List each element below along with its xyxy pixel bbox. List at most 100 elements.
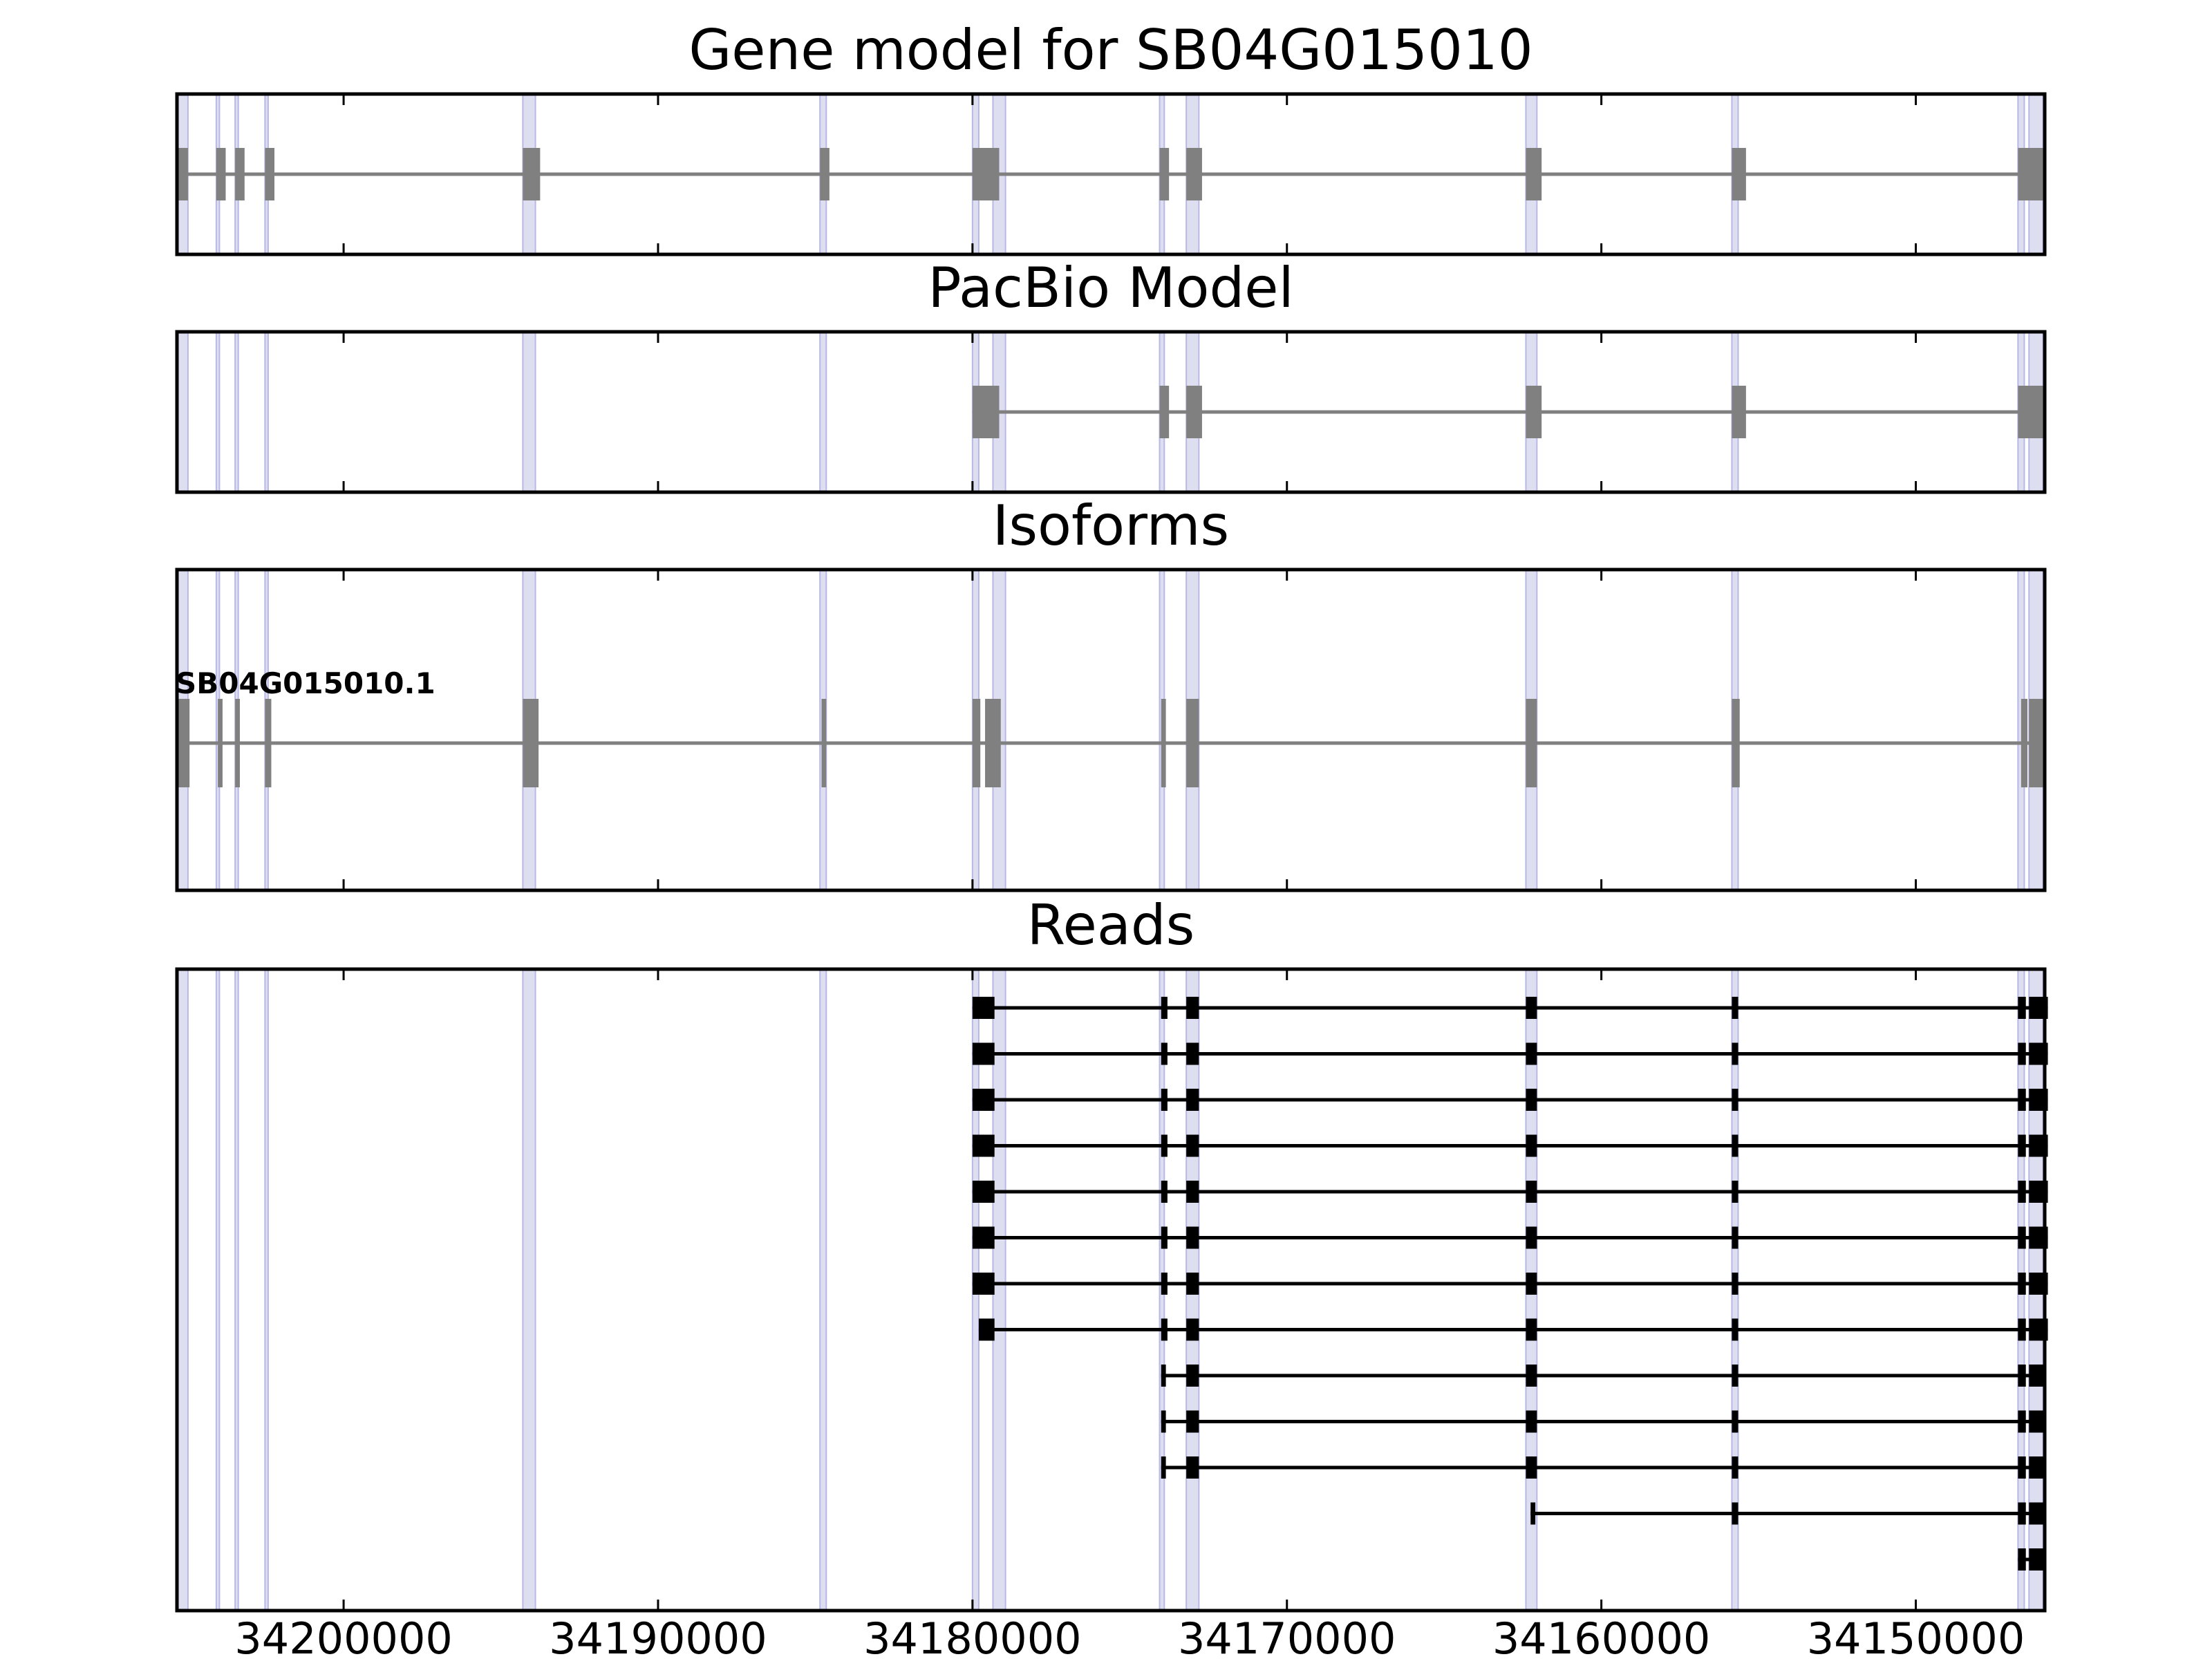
gene-model-exon xyxy=(177,148,188,200)
isoform-exon xyxy=(972,699,981,787)
read-exon xyxy=(1161,1273,1168,1295)
isoform-exon xyxy=(1732,699,1740,787)
junction-shade xyxy=(265,332,268,492)
read-exon xyxy=(1186,1410,1199,1433)
read-exon xyxy=(1526,1226,1537,1249)
gene-model-exon xyxy=(972,148,1000,200)
gene-model-exon xyxy=(1526,148,1542,200)
read-exon xyxy=(1732,1226,1738,1249)
read-exon xyxy=(1732,1273,1738,1295)
gene-model-exon xyxy=(235,148,245,200)
read-exon xyxy=(1161,997,1168,1019)
x-tick-labels: 34200000 34190000 34180000 34170000 34160000… xyxy=(234,1613,2025,1659)
gene-model-exon xyxy=(820,148,830,200)
read-exon xyxy=(2018,1456,2026,1479)
read-exon xyxy=(1161,1134,1168,1157)
read-exon xyxy=(2018,1410,2026,1433)
gene-model-exon xyxy=(523,148,541,200)
read-exon xyxy=(1161,1410,1166,1433)
read-exon xyxy=(1732,1456,1738,1479)
read-exon xyxy=(2029,1502,2045,1525)
junction-shade xyxy=(523,969,536,1611)
x-tick-label: 34180000 xyxy=(863,1613,1082,1659)
read-exon xyxy=(972,1042,995,1065)
read-exon xyxy=(1732,1365,1738,1387)
x-tick-label: 34190000 xyxy=(549,1613,767,1659)
read-exon xyxy=(1186,997,1199,1019)
isoform-exon xyxy=(265,699,272,787)
read-exon xyxy=(1186,1456,1199,1479)
read-exon xyxy=(2018,1042,2026,1065)
pacbio-model-exon xyxy=(2018,386,2043,438)
read-exon xyxy=(1186,1089,1199,1111)
read-exon xyxy=(1526,997,1537,1019)
gene-model-exon xyxy=(2018,148,2043,200)
read-exon xyxy=(2018,1226,2026,1249)
gene-model-exon xyxy=(1732,148,1746,200)
panel-frame-isoforms xyxy=(175,568,2047,892)
read-exon xyxy=(1732,1181,1738,1203)
junction-shade xyxy=(820,969,827,1611)
read-exon xyxy=(2018,1273,2026,1295)
read-exon xyxy=(2018,1502,2026,1525)
x-tick-label: 34200000 xyxy=(234,1613,453,1659)
x-tick-label: 34150000 xyxy=(1807,1613,2025,1659)
x-tick-label: 34160000 xyxy=(1492,1613,1711,1659)
pacbio-model-exon xyxy=(972,386,1000,438)
read-exon xyxy=(1526,1181,1537,1203)
read-exon xyxy=(1186,1042,1199,1065)
read-exon xyxy=(1526,1456,1537,1479)
read-exon xyxy=(1732,1134,1738,1157)
read-exon xyxy=(2029,1365,2045,1387)
read-exon xyxy=(1732,1318,1738,1341)
read-exon xyxy=(972,1134,995,1157)
read-exon xyxy=(1161,1318,1168,1341)
junction-shade xyxy=(993,969,1006,1611)
read-exon xyxy=(1526,1042,1537,1065)
panel-isoforms: Isoforms SB04G015010.1 xyxy=(175,494,2047,892)
panel-title-reads: Reads xyxy=(1027,893,1195,957)
read-exon xyxy=(972,997,995,1019)
panel-title-pacbio: PacBio Model xyxy=(928,256,1293,320)
read-exon xyxy=(1186,1226,1199,1249)
read-exon xyxy=(1186,1181,1199,1203)
gene-model-exon xyxy=(1186,148,1202,200)
junction-shade xyxy=(177,969,188,1611)
read-exon xyxy=(1530,1502,1536,1525)
isoform-exon xyxy=(177,699,190,787)
read-exon xyxy=(2018,1089,2026,1111)
read-exon xyxy=(2018,1134,2026,1157)
junction-shade xyxy=(820,332,827,492)
junction-shade xyxy=(216,969,220,1611)
junction-shade xyxy=(235,969,238,1611)
read-exon xyxy=(1186,1273,1199,1295)
isoform-label: SB04G015010.1 xyxy=(176,666,435,700)
read-exon xyxy=(1161,1226,1168,1249)
gene-model-exon xyxy=(216,148,226,200)
pacbio-model-exon xyxy=(1526,386,1542,438)
read-exon xyxy=(1732,1502,1738,1525)
read-exon xyxy=(2029,1410,2045,1433)
isoform-exon xyxy=(2021,699,2027,787)
read-exon xyxy=(972,1273,995,1295)
isoform-exon xyxy=(235,699,240,787)
pacbio-model-exon xyxy=(1732,386,1746,438)
read-exon xyxy=(1186,1318,1199,1341)
read-exon xyxy=(1186,1365,1199,1387)
panel-pacbio: PacBio Model xyxy=(175,256,2047,494)
isoform-exon xyxy=(1161,699,1166,787)
read-exon xyxy=(1526,1273,1537,1295)
isoform-exon xyxy=(1186,699,1199,787)
read-exon xyxy=(1732,997,1738,1019)
read-exon xyxy=(1732,1089,1738,1111)
junction-shade xyxy=(216,332,220,492)
read-exon xyxy=(1526,1134,1537,1157)
read-exon xyxy=(2018,997,2026,1019)
pacbio-model-exon xyxy=(1186,386,1202,438)
gene-model-exon xyxy=(1159,148,1170,200)
panel-gene: Gene model for SB04G015010 xyxy=(175,18,2047,256)
isoform-exon xyxy=(1526,699,1537,787)
read-exon xyxy=(1186,1134,1199,1157)
